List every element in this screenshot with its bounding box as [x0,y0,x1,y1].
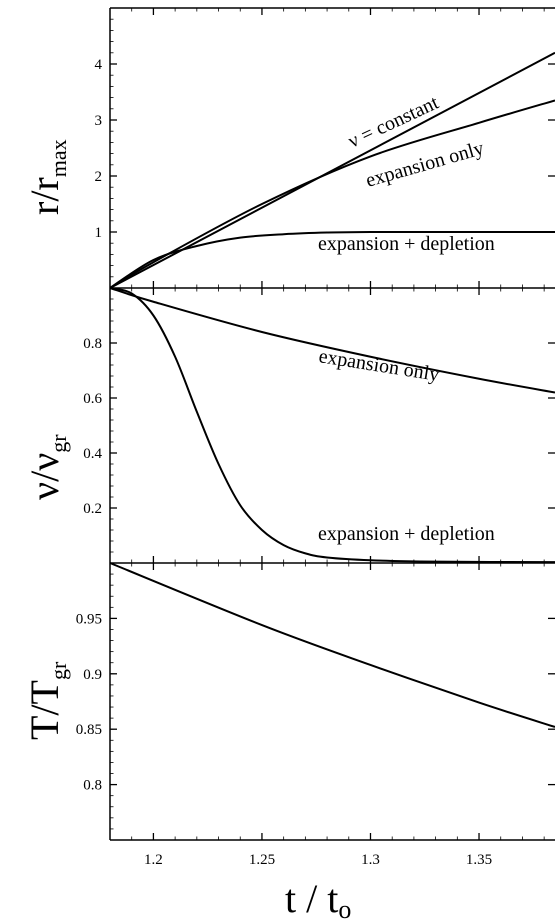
annotation-expansion-only-mid: expansion only [317,345,441,386]
panel-2-ytick-label-3: 0.8 [83,336,102,352]
xlabel: t / to [285,876,351,920]
panel-3-ytick-label-0: 0.8 [83,778,102,794]
panel-3-ytick-label-1: 0.85 [76,722,102,738]
panel-1-ytick-label-1: 2 [95,169,103,185]
svg-text:ν/νgr: ν/νgr [22,434,71,500]
panel-2-ytick-label-1: 0.4 [83,446,102,462]
svg-text:r/rmax: r/rmax [22,139,71,215]
xtick-label-0: 1.2 [144,852,163,868]
ylabel-3-sub: gr [46,661,71,680]
ylabel-panel-2: ν/νgr [22,434,71,500]
ylabel-panel-3: T/Tgr [22,661,71,740]
svg-text:T/Tgr: T/Tgr [22,661,71,740]
ylabel-1-main: r/r [22,177,67,215]
panel-1-ytick-label-3: 4 [95,57,103,73]
ylabel-2-main: ν/ν [22,453,67,500]
panel-2-series-0 [109,287,555,394]
panel-1-ytick-label-0: 1 [95,225,103,241]
series-curves [109,51,555,728]
ylabel-panel-1: r/rmax [22,139,71,215]
xtick-label-2: 1.3 [361,852,380,868]
annotation-nu-constant: ν = constant [345,91,443,152]
panel-1-series-2 [109,230,555,289]
panel-3-frame [109,562,555,841]
panel-3-ytick-label-3: 0.95 [76,611,102,627]
panel-3-series-0 [109,562,555,728]
annotation-expansion-depletion-top: expansion + depletion [318,233,495,255]
panel-1-ytick-label-2: 3 [95,113,103,129]
panel-1-frame [109,7,555,288]
panel-2-frame [109,287,555,563]
tick-labels: 1 2 3 4 0.2 0.4 0.6 0.8 0.8 0.85 0.9 0.95 1.2 1.25 1.3… [76,57,492,868]
annotation-expansion-depletion-mid: expansion + depletion [318,523,495,545]
tick-marks [110,8,555,840]
panel-3-ytick-label-2: 0.9 [83,667,102,683]
xtick-label-3: 1.35 [466,852,492,868]
xtick-label-1: 1.25 [249,852,275,868]
xlabel-main: t / t [285,876,338,920]
panel-2-ytick-label-2: 0.6 [83,391,102,407]
panel-1-series-1 [109,99,555,289]
ylabel-1-sub: max [46,139,71,177]
panel-2-ytick-label-0: 0.2 [83,501,102,517]
ylabel-3-main: T/T [22,680,67,740]
panel-2-series-1 [109,287,555,564]
xlabel-sub: o [338,895,351,920]
ylabel-2-sub: gr [46,434,71,453]
